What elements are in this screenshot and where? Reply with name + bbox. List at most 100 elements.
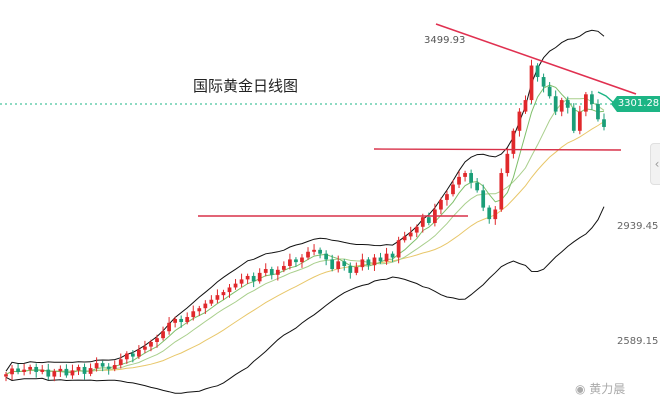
candle-body (245, 275, 250, 280)
candle-body (161, 331, 165, 339)
candle-body (269, 269, 274, 275)
watermark: ◉ 黄力晨 (575, 380, 625, 397)
current-price-tag: 3301.28 (611, 96, 660, 112)
candle-body (281, 265, 286, 270)
candle-body (137, 349, 141, 357)
chart-title: 国际黄金日线图 (193, 77, 299, 95)
candle-body (203, 303, 208, 309)
candle-body (324, 253, 329, 260)
candle-body (396, 240, 401, 258)
support-line-upper (373, 148, 622, 151)
bollinger-bands (5, 29, 605, 394)
candle-body (445, 194, 449, 200)
candle-body (577, 111, 582, 131)
candle-body (602, 119, 606, 127)
candle-body (408, 232, 413, 237)
candle-body (58, 368, 63, 372)
candle-body (565, 100, 570, 108)
candle-body (215, 295, 220, 300)
candle-body (590, 94, 594, 104)
candle-body (130, 353, 135, 357)
candle-body (173, 318, 178, 323)
candle-body (209, 299, 214, 304)
bollinger-upper-band (5, 29, 605, 372)
moving-averages (5, 84, 605, 375)
candle-body (124, 353, 129, 360)
candle-body (46, 369, 51, 377)
candle-body (70, 370, 75, 376)
candle-body (366, 259, 371, 266)
candle-body (239, 279, 244, 284)
candle-body (22, 369, 26, 372)
candle-body (64, 368, 69, 376)
candle-body (185, 317, 190, 323)
candle-body (390, 253, 395, 258)
candle-body (118, 359, 123, 366)
y-tick-label-2589: 2589.15 (617, 336, 659, 347)
candle-body (481, 190, 486, 208)
candle-body (221, 292, 226, 296)
candle-body (541, 77, 546, 87)
candle-body (288, 259, 292, 266)
candle-body (517, 111, 522, 131)
chevron-left-icon[interactable]: ‹ (650, 143, 660, 185)
candle-body (191, 311, 196, 318)
candle-body (40, 369, 45, 372)
candle-body (529, 65, 534, 101)
candle-body (457, 176, 461, 185)
bollinger-lower-band (5, 206, 605, 394)
candle-body (88, 368, 93, 374)
candle-body (82, 366, 87, 374)
candle-body (155, 338, 159, 342)
candle-body (257, 272, 262, 282)
candle-body (167, 322, 171, 332)
candle-body (197, 308, 202, 312)
candle-body (420, 217, 425, 227)
candle-body (499, 173, 504, 210)
candle-body (584, 94, 588, 112)
candle-body (330, 259, 335, 270)
candle-body (275, 269, 280, 275)
candle-body (16, 368, 20, 372)
watermark-text: 黄力晨 (589, 382, 626, 396)
descending-trendline (435, 23, 637, 95)
candle-body (336, 261, 341, 270)
candle-body (312, 249, 316, 252)
candle-body (439, 199, 443, 210)
candle-body (112, 365, 117, 369)
candle-body (505, 153, 510, 174)
candle-body (34, 366, 39, 372)
candle-body (106, 366, 111, 369)
candle-body (348, 265, 353, 273)
candle-body (535, 65, 540, 78)
candle-body (426, 217, 431, 223)
candle-body (384, 253, 389, 262)
candle-body (553, 96, 558, 112)
candle-body (251, 275, 256, 282)
candle-body (94, 363, 99, 369)
moving-average-20 (5, 121, 605, 375)
candle-body (493, 209, 498, 220)
candle-body (4, 374, 8, 377)
candle-body (306, 251, 310, 258)
moving-average-10 (5, 97, 605, 375)
candle-body (571, 107, 576, 131)
candle-body (451, 184, 455, 195)
candle-body (596, 103, 600, 120)
candle-body (475, 182, 480, 191)
candle-body (52, 371, 57, 377)
candle-body (547, 86, 552, 97)
candle-body (294, 259, 298, 263)
candle-body (372, 257, 377, 266)
candle-body (378, 257, 383, 262)
candle-body (233, 283, 238, 288)
candle-body (469, 173, 473, 183)
candle-body (342, 261, 347, 266)
candle-body (300, 257, 304, 263)
candle-body (414, 226, 419, 233)
candle-body (263, 269, 268, 273)
candle-body (511, 130, 516, 154)
candle-body (354, 267, 359, 273)
candle-body (318, 249, 322, 254)
